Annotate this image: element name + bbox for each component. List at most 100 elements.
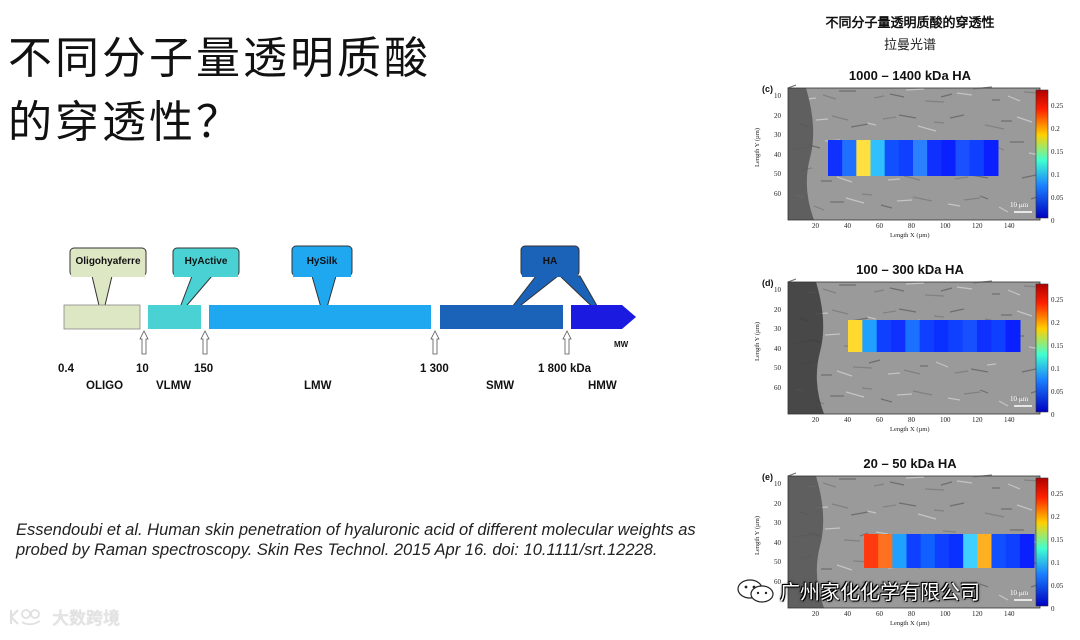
heatmap-cell bbox=[898, 140, 914, 176]
panel-letter: (e) bbox=[762, 472, 773, 482]
callout-label-hyactive: HyActive bbox=[184, 256, 228, 267]
y-tick-label: 30 bbox=[774, 131, 781, 139]
tick-arrows bbox=[139, 330, 572, 355]
class-smw: SMW bbox=[486, 380, 515, 392]
x-tick-label: 80 bbox=[908, 416, 915, 424]
x-tick-label: 60 bbox=[876, 416, 883, 424]
slide-title-line1: 不同分子量透明质酸 bbox=[8, 33, 431, 84]
y-axis-label: Length Y (µm) bbox=[754, 127, 762, 168]
heatmap-cell bbox=[949, 534, 964, 568]
heatmap-cell bbox=[870, 140, 886, 176]
y-tick-label: 20 bbox=[774, 111, 781, 120]
class-hmw: HMW bbox=[588, 380, 617, 392]
panel-letter: (c) bbox=[762, 84, 773, 94]
colorbar-tick-label: 0.25 bbox=[1051, 102, 1064, 110]
panel-title: 100 – 300 kDa HA bbox=[856, 262, 964, 277]
x-tick-label: 100 bbox=[940, 610, 951, 618]
colorbar-tick-label: 0.05 bbox=[1051, 388, 1064, 396]
logo-text: 大数跨境 bbox=[52, 609, 120, 629]
y-tick-label: 10 bbox=[774, 480, 781, 488]
mw-axis-label: MW bbox=[614, 340, 629, 349]
heatmap-cell bbox=[1005, 534, 1021, 568]
tick-10: 10 bbox=[136, 363, 149, 375]
segment-smw bbox=[440, 305, 563, 329]
skin-edge bbox=[788, 88, 814, 220]
y-tick-label: 50 bbox=[774, 364, 781, 372]
panel-title: 1000 – 1400 kDa HA bbox=[848, 68, 972, 83]
y-tick-label: 50 bbox=[774, 558, 781, 566]
x-tick-label: 100 bbox=[940, 222, 951, 230]
scale-bar-label: 10 µm bbox=[1010, 201, 1029, 209]
y-tick-label: 60 bbox=[774, 383, 781, 392]
x-axis-label: Length X (µm) bbox=[890, 620, 930, 627]
y-tick-label: 30 bbox=[774, 519, 781, 527]
colorbar-tick-label: 0 bbox=[1051, 411, 1055, 419]
y-tick-label: 20 bbox=[774, 499, 781, 508]
x-tick-label: 140 bbox=[1004, 222, 1015, 230]
x-tick-label: 20 bbox=[812, 610, 819, 618]
x-tick-label: 40 bbox=[844, 610, 851, 618]
citation-text: Essendoubi et al. Human skin penetration… bbox=[16, 521, 696, 559]
raman-image bbox=[787, 278, 1049, 415]
tick-1300: 1 300 bbox=[420, 363, 449, 375]
heatmap-cell bbox=[983, 140, 999, 176]
x-tick-label: 80 bbox=[908, 222, 915, 230]
y-tick-label: 20 bbox=[774, 305, 781, 314]
scale-bar-label: 10 µm bbox=[1010, 589, 1029, 597]
heatmap-cell bbox=[920, 534, 936, 568]
colorbar bbox=[1035, 89, 1049, 219]
raman-panel: 20 – 50 kDa HA (e) 10 µm 10 20 30 40 50 60 Length… bbox=[754, 454, 1070, 640]
colorbar-tick-label: 0.2 bbox=[1051, 125, 1060, 133]
heatmap-cell bbox=[913, 140, 928, 176]
colorbar-tick-label: 0.1 bbox=[1051, 559, 1060, 567]
heatmap-cell bbox=[934, 320, 949, 352]
colorbar-tick-label: 0.25 bbox=[1051, 296, 1064, 304]
watermark-text: 广州家化化学有限公司 bbox=[780, 580, 980, 604]
segment-hmw-arrow bbox=[571, 305, 636, 329]
heatmap-cell bbox=[856, 140, 871, 176]
colorbar-tick-label: 0 bbox=[1051, 605, 1055, 613]
heatmap-cell bbox=[919, 320, 935, 352]
heatmap-cell bbox=[991, 534, 1007, 568]
class-oligo: OLIGO bbox=[86, 380, 124, 392]
raman-panel: 100 – 300 kDa HA (d) 10 µm 10 20 30 40 50 60 Leng… bbox=[754, 260, 1070, 446]
x-tick-label: 60 bbox=[876, 610, 883, 618]
mw-timeline-graphic bbox=[63, 245, 636, 355]
tick-0-4: 0.4 bbox=[58, 363, 74, 375]
heatmap-cell bbox=[862, 320, 878, 352]
heatmap-cell bbox=[905, 320, 921, 352]
skin-edge bbox=[788, 476, 824, 608]
heatmap-cell bbox=[969, 140, 985, 176]
y-tick-label: 40 bbox=[774, 538, 781, 547]
logo-mark-icon bbox=[10, 608, 41, 625]
raman-panel: 1000 – 1400 kDa HA (c) 10 µm 10 20 30 40 50 60 Le… bbox=[754, 66, 1070, 252]
colorbar-tick-label: 0.15 bbox=[1051, 148, 1064, 156]
y-axis-label: Length Y (µm) bbox=[754, 321, 762, 362]
heatmap-cell bbox=[1005, 320, 1021, 352]
colorbar-tick-label: 0.05 bbox=[1051, 194, 1064, 202]
x-tick-label: 120 bbox=[972, 222, 983, 230]
y-tick-label: 30 bbox=[774, 325, 781, 333]
heatmap-cell bbox=[927, 140, 942, 176]
x-tick-label: 100 bbox=[940, 416, 951, 424]
colorbar-tick-label: 0 bbox=[1051, 217, 1055, 225]
class-vlmw: VLMW bbox=[156, 380, 192, 392]
heatmap-cell bbox=[941, 140, 956, 176]
raman-image bbox=[787, 472, 1049, 609]
panel-title: 20 – 50 kDa HA bbox=[863, 456, 957, 471]
heatmap-cell bbox=[884, 140, 900, 176]
right-title: 不同分子量透明质酸的穿透性 bbox=[825, 16, 995, 31]
x-axis-label: Length X (µm) bbox=[890, 426, 930, 433]
x-tick-label: 120 bbox=[972, 416, 983, 424]
y-tick-label: 10 bbox=[774, 92, 781, 100]
segment-vlmw bbox=[148, 305, 201, 329]
heatmap-cell bbox=[891, 320, 906, 352]
colorbar-tick-label: 0.25 bbox=[1051, 490, 1064, 498]
slide-title-line2: 的穿透性？ bbox=[8, 97, 243, 148]
heatmap-cell bbox=[848, 320, 863, 352]
heatmap-cell bbox=[906, 534, 922, 568]
heatmap-cell bbox=[892, 534, 907, 568]
mw-timeline: Oligohyaferre HyActive HySilk HA MW 0.4 … bbox=[40, 236, 660, 406]
colorbar-tick-label: 0.2 bbox=[1051, 319, 1060, 327]
x-tick-label: 80 bbox=[908, 610, 915, 618]
